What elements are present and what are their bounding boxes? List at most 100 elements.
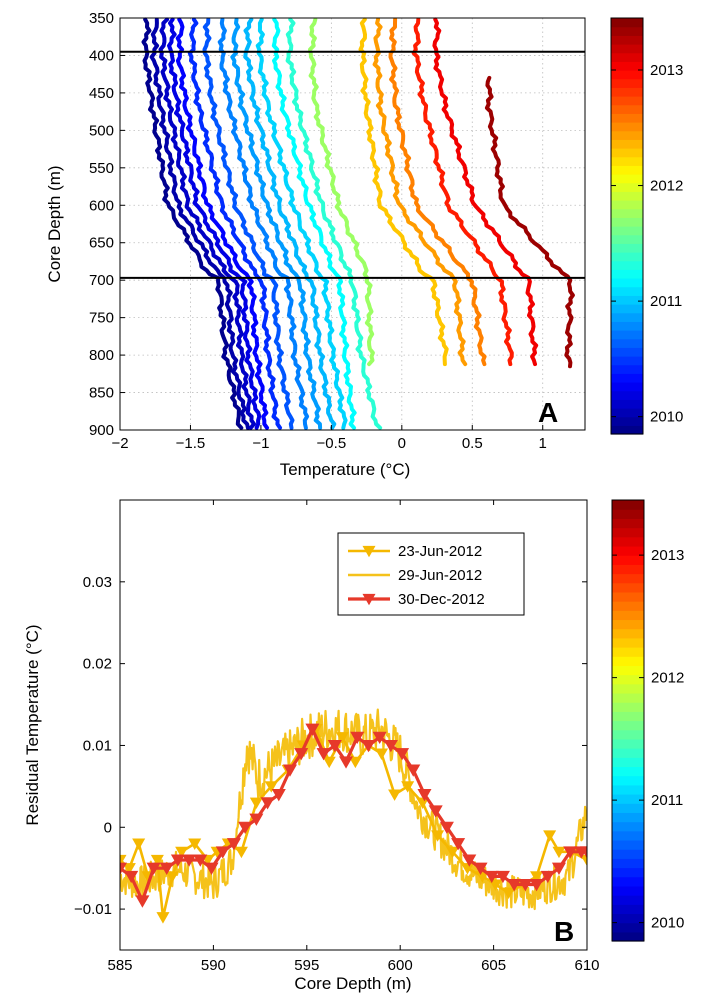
series-30-dec-2012-marker <box>473 862 488 875</box>
colorbar-tick-label: 2012 <box>650 178 683 195</box>
colorbar-segment <box>611 364 643 374</box>
colorbar-segment <box>611 174 643 184</box>
colorbar-frame <box>611 499 645 942</box>
panel-a-profile-line <box>432 17 539 367</box>
panel-a-frame <box>119 17 586 431</box>
colorbar-segment <box>612 665 644 676</box>
colorbar-tick-label: 2011 <box>650 293 682 310</box>
series-23-jun-2012-marker <box>401 781 415 793</box>
colorbar-segment <box>611 234 643 244</box>
panel-b-y-axis-label: Residual Temperature (°C) <box>23 624 42 825</box>
colorbar-segment <box>612 573 644 584</box>
series-30-dec-2012-marker <box>462 854 477 867</box>
panel-a-ytick-label: 500 <box>89 122 114 139</box>
panel-a-xtick-label: −1 <box>252 435 269 452</box>
series-23-jun-2012-marker <box>530 871 544 883</box>
series-30-dec-2012-line <box>120 727 587 903</box>
panel-a-y-axis-label: Core Depth (m) <box>45 165 64 282</box>
panel-a-profiles <box>141 17 575 430</box>
colorbar-segment <box>612 536 644 547</box>
series-30-dec-2012-marker <box>215 846 230 859</box>
colorbar-segment <box>611 156 643 166</box>
colorbar-segment <box>612 647 644 657</box>
series-30-dec-2012-marker <box>159 862 174 875</box>
colorbar-tick-label: 2012 <box>651 670 684 687</box>
panel-a-xtick-label: 0.5 <box>462 435 483 452</box>
legend-entry-label: 29-Jun-2012 <box>398 567 482 584</box>
series-23-jun-2012-marker <box>348 756 362 769</box>
legend-entry-label: 30-Dec-2012 <box>398 591 485 608</box>
colorbar-segment <box>611 165 643 175</box>
panel-b-frame <box>119 499 588 951</box>
series-30-dec-2012-marker <box>260 797 275 810</box>
colorbar-tick-label: 2013 <box>650 62 683 79</box>
colorbar-segment <box>612 738 644 749</box>
series-30-dec-2012-marker <box>518 879 533 892</box>
colorbar-segment <box>612 839 644 850</box>
panel-a-ytick-label: 900 <box>89 422 114 439</box>
panel-b-ytick-label: 0.01 <box>83 737 112 754</box>
colorbar-segment <box>611 70 643 80</box>
series-30-dec-2012-marker <box>226 838 241 851</box>
colorbar-segment <box>612 729 644 740</box>
colorbar-segment <box>612 509 644 519</box>
panel-a-ytick-label: 600 <box>89 197 114 214</box>
colorbar-segment <box>611 87 643 97</box>
colorbar-segment <box>612 913 644 924</box>
series-30-dec-2012-marker <box>428 805 443 818</box>
colorbar-segment <box>612 683 644 694</box>
colorbar-segment <box>612 757 644 768</box>
colorbar-segment <box>612 692 644 703</box>
colorbar-segment <box>612 702 644 712</box>
panel-b-colorbar: 2010 2011 2012 2013 <box>611 499 684 942</box>
series-30-dec-2012-marker <box>551 862 566 875</box>
series-30-dec-2012-marker <box>316 748 331 761</box>
colorbar-segment <box>612 610 644 621</box>
panel-b-legend: 23-Jun-2012 29-Jun-2012 30-Dec-2012 <box>337 532 525 616</box>
series-30-dec-2012-marker <box>305 723 320 736</box>
colorbar-segment <box>611 278 643 288</box>
colorbar-segment <box>611 338 643 348</box>
panel-a-ytick-label: 350 <box>89 10 114 27</box>
colorbar-segment <box>611 52 643 62</box>
colorbar-segment <box>611 130 643 140</box>
colorbar-segment <box>612 564 644 575</box>
series-23-jun-2012-marker <box>488 879 502 891</box>
colorbar-segment <box>611 390 643 400</box>
colorbar-segment <box>612 628 644 639</box>
series-30-dec-2012-marker <box>170 854 185 867</box>
colorbar-segment <box>611 408 643 418</box>
panel-a-ytick-label: 850 <box>89 385 114 402</box>
series-30-dec-2012-marker <box>417 789 432 802</box>
colorbar-segment <box>611 286 643 296</box>
series-30-dec-2012-marker <box>339 756 354 769</box>
series-23-jun-2012-marker <box>249 797 263 810</box>
series-23-jun-2012-marker <box>132 838 146 850</box>
panel-b-x-axis-label: Core Depth (m) <box>294 974 411 993</box>
colorbar-segment <box>612 711 644 722</box>
colorbar-segment <box>612 922 644 933</box>
colorbar-segment <box>612 895 644 905</box>
panel-a-ytick-label: 400 <box>89 47 114 64</box>
panel-b-ytick-label: 0 <box>104 819 112 836</box>
series-30-dec-2012-marker <box>193 854 208 867</box>
colorbar-segment <box>612 582 644 593</box>
panel-a-profile-line <box>372 17 468 367</box>
panel-b-xtick-label: 610 <box>574 957 599 974</box>
colorbar-segment <box>612 812 644 823</box>
colorbar-segment <box>611 208 643 218</box>
series-23-jun-2012-marker <box>502 887 516 900</box>
colorbar-segment <box>611 182 643 192</box>
panel-a-profile-line <box>255 17 348 430</box>
colorbar-tick-label: 2013 <box>651 547 684 564</box>
series-30-dec-2012-marker <box>271 789 286 802</box>
colorbar-tick-label: 2010 <box>650 409 683 426</box>
series-30-dec-2012-marker <box>451 838 466 851</box>
panel-a-ytick-label: 750 <box>89 310 114 327</box>
panel-a-profile-line <box>358 17 449 367</box>
series-30-dec-2012-marker <box>238 821 253 835</box>
colorbar-segment <box>612 555 644 565</box>
panel-b-label: B <box>554 916 574 947</box>
panel-a-profile-line <box>230 17 323 430</box>
colorbar-segment <box>612 904 644 915</box>
